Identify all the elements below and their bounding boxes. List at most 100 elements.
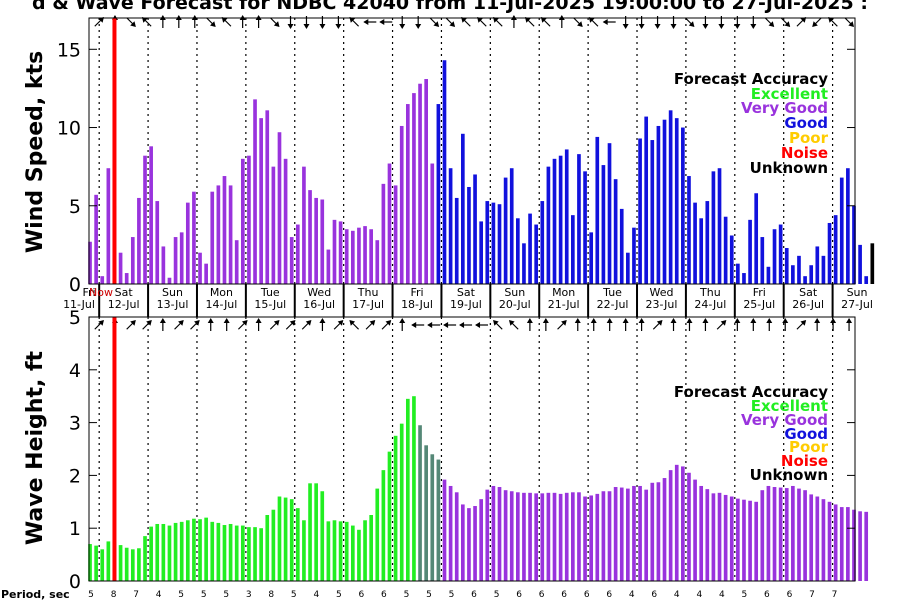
day-of-week-label: Thu	[357, 286, 379, 299]
wave-bar	[405, 398, 410, 581]
wave-direction-arrow	[622, 318, 629, 331]
period-value: 5	[449, 590, 455, 600]
day-date-label: 14-Jul	[205, 298, 237, 311]
wave-direction-arrow	[237, 320, 248, 330]
wave-bars	[88, 396, 869, 581]
wave-direction-arrow	[174, 320, 184, 330]
wave-plot-frame	[88, 316, 856, 582]
period-value: 8	[268, 590, 274, 600]
period-value: 5	[742, 590, 748, 600]
wave-bar	[363, 520, 367, 581]
wind-bar	[650, 140, 655, 284]
wave-bar	[644, 489, 649, 581]
wind-bar	[833, 215, 838, 284]
wind-direction-arrow	[477, 17, 487, 27]
wind-bar	[509, 168, 514, 284]
wave-direction-arrow	[381, 320, 392, 330]
wave-bar	[736, 498, 740, 581]
wave-bar	[479, 499, 484, 581]
wind-legend-poor: Poor	[789, 129, 829, 147]
wave-bar	[399, 423, 404, 581]
wind-direction-arrow	[588, 17, 599, 27]
day-date-label: 25-Jul	[743, 298, 775, 311]
wind-bar	[778, 224, 783, 284]
wave-bar	[528, 492, 532, 581]
day-date-label: 16-Jul	[303, 298, 335, 311]
wind-direction-arrow	[602, 19, 616, 25]
wind-bar	[259, 118, 263, 284]
wave-direction-arrow	[301, 320, 312, 330]
wind-bar	[595, 136, 600, 284]
period-value: 5	[291, 590, 297, 600]
wave-bar	[516, 492, 520, 581]
wave-bar	[124, 547, 129, 581]
wave-bar	[833, 504, 838, 581]
wave-y-ticks: 0 1 2 3 4 5	[69, 307, 855, 593]
wave-direction-arrow	[652, 320, 663, 330]
wave-y-axis-label: Wave Height, ft	[23, 350, 48, 545]
wind-bar	[638, 138, 642, 284]
period-value: 6	[359, 590, 365, 600]
wave-bar	[552, 492, 557, 581]
wind-bar	[809, 265, 814, 284]
wind-bar	[760, 237, 765, 284]
wind-bar	[503, 177, 508, 284]
wave-direction-arrow	[349, 320, 360, 330]
wave-bar	[626, 488, 630, 581]
now-label: Now	[89, 286, 113, 299]
wind-direction-arrow	[812, 17, 822, 27]
wave-direction-arrow	[493, 320, 503, 330]
wind-bar	[479, 221, 484, 284]
day-of-week-label: Tue	[260, 286, 280, 299]
wind-direction-arrow	[844, 17, 855, 27]
wind-bar	[705, 201, 710, 284]
wave-bar	[540, 493, 545, 581]
wind-ytick-label: 5	[69, 196, 81, 218]
wave-bar	[583, 496, 587, 581]
wind-bar	[302, 166, 306, 284]
wind-bar	[118, 252, 123, 284]
wind-bar	[754, 193, 759, 284]
wind-bar	[467, 186, 471, 284]
wave-direction-arrow	[796, 320, 807, 330]
wave-legend-poor: Poor	[789, 438, 829, 456]
period-value: 5	[426, 590, 432, 600]
wave-bar	[577, 492, 581, 581]
wave-bar	[748, 500, 752, 581]
wave-bar	[137, 548, 141, 581]
wave-bar	[314, 483, 318, 581]
wave-bar	[772, 487, 777, 581]
wave-bar	[240, 525, 245, 581]
wave-ytick-label: 3	[69, 413, 81, 435]
wave-direction-arrow	[223, 318, 230, 331]
wave-direction-arrow	[766, 318, 773, 331]
wind-bar	[204, 263, 208, 284]
wave-direction-arrow	[574, 318, 581, 331]
wave-bar	[436, 459, 441, 581]
wind-bar	[277, 132, 282, 284]
wave-direction-arrow	[126, 320, 136, 330]
day-date-label: 18-Jul	[401, 298, 433, 311]
wind-bar	[137, 197, 141, 284]
wave-bar	[558, 493, 563, 581]
wind-bar	[540, 201, 545, 284]
wind-bar	[803, 276, 807, 284]
wave-bar	[656, 482, 661, 581]
wind-bar	[185, 202, 190, 284]
period-value: 5	[336, 590, 342, 600]
wave-bar	[742, 499, 746, 581]
wind-bar	[827, 222, 832, 284]
wind-bar	[870, 243, 875, 284]
wave-bar	[277, 496, 282, 581]
wind-bar	[155, 201, 160, 284]
period-value: 5	[404, 590, 410, 600]
wind-bar	[253, 99, 257, 284]
wind-bar	[742, 273, 746, 284]
wave-bar	[216, 522, 221, 581]
period-value: 4	[696, 590, 702, 600]
wind-direction-arrow	[269, 17, 280, 27]
wave-bar	[687, 472, 691, 581]
wave-legend-good: Good	[784, 425, 828, 443]
wave-bar	[192, 518, 196, 581]
